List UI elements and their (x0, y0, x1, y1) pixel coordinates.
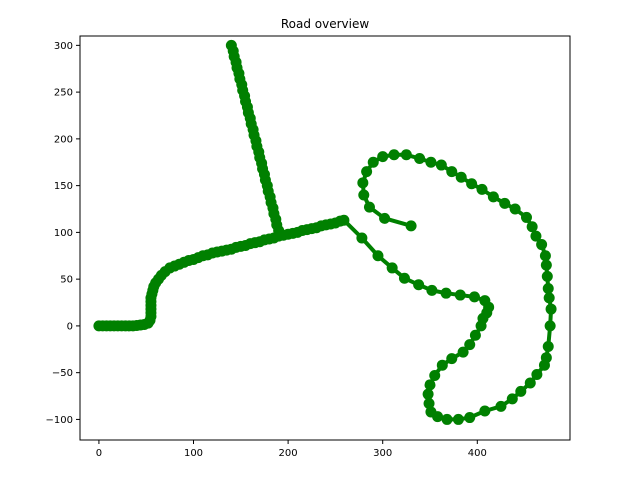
y-tick-label: −50 (52, 368, 73, 379)
data-point (413, 279, 425, 291)
data-point (468, 291, 480, 303)
data-point (540, 352, 552, 364)
data-point (388, 149, 400, 161)
data-point (274, 228, 286, 240)
y-tick-label: 0 (67, 321, 73, 332)
data-point (457, 346, 469, 358)
data-point (479, 405, 491, 417)
axes-frame (79, 35, 571, 441)
data-point (358, 189, 370, 201)
data-point (446, 166, 458, 178)
data-point (499, 197, 511, 209)
data-point (446, 353, 458, 365)
data-point (464, 339, 476, 351)
data-point (424, 379, 436, 391)
y-tick-label: 100 (54, 228, 73, 239)
data-point (464, 412, 476, 424)
data-point (432, 411, 444, 423)
data-point (414, 153, 426, 165)
data-point (398, 272, 410, 284)
data-point (338, 214, 350, 226)
x-tick-label: 400 (468, 448, 487, 459)
data-point (435, 159, 447, 171)
data-point (441, 413, 453, 425)
data-point (495, 400, 507, 412)
data-point (541, 270, 553, 282)
data-point (356, 232, 368, 244)
data-point (526, 221, 538, 233)
x-tick-label: 0 (96, 448, 102, 459)
data-point (372, 250, 384, 262)
data-point (377, 151, 389, 163)
data-point (357, 177, 369, 189)
data-point (542, 283, 554, 294)
data-point (367, 156, 379, 168)
data-point (426, 284, 438, 296)
data-point (386, 262, 398, 274)
data-point (520, 211, 532, 223)
data-point (509, 203, 521, 215)
data-point (524, 377, 536, 389)
data-point (400, 149, 412, 161)
data-point (440, 287, 452, 299)
data-point (363, 201, 375, 213)
data-point (530, 230, 542, 242)
y-tick-label: 300 (54, 41, 73, 52)
data-point (452, 413, 464, 425)
x-tick-label: 300 (373, 448, 392, 459)
y-tick-label: 200 (54, 134, 73, 145)
data-point (540, 259, 552, 271)
y-tick-label: 250 (54, 88, 73, 99)
data-point (422, 388, 434, 400)
data-point (425, 156, 437, 168)
axes: 0 100 200 300 400 −100 −50 0 50 100 150 200 250 300 (46, 35, 571, 459)
data-point (476, 183, 488, 195)
x-tick-label: 200 (279, 448, 298, 459)
data-point (423, 398, 435, 410)
data-point (545, 303, 557, 315)
data-point (361, 166, 373, 178)
data-point (429, 369, 441, 381)
y-tick-label: 150 (54, 181, 73, 192)
data-point (536, 239, 548, 251)
data-point (469, 329, 481, 341)
data-point (543, 292, 555, 304)
data-point (544, 320, 556, 332)
data-point (379, 212, 391, 224)
data-point (475, 320, 487, 332)
data-point (539, 250, 551, 262)
y-tick-label: 50 (60, 275, 73, 286)
data-point (436, 359, 448, 371)
y-tick-label: −100 (46, 415, 73, 426)
plot-area (93, 39, 557, 425)
data-point (542, 340, 554, 352)
data-point (466, 178, 478, 190)
data-point (515, 385, 527, 397)
x-tick-label: 100 (184, 448, 203, 459)
data-point (405, 220, 417, 232)
chart-title: Road overview (281, 17, 370, 31)
data-point (487, 191, 499, 203)
data-point (506, 393, 518, 405)
data-point (531, 369, 543, 381)
data-point (455, 171, 467, 183)
data-point (454, 289, 466, 301)
